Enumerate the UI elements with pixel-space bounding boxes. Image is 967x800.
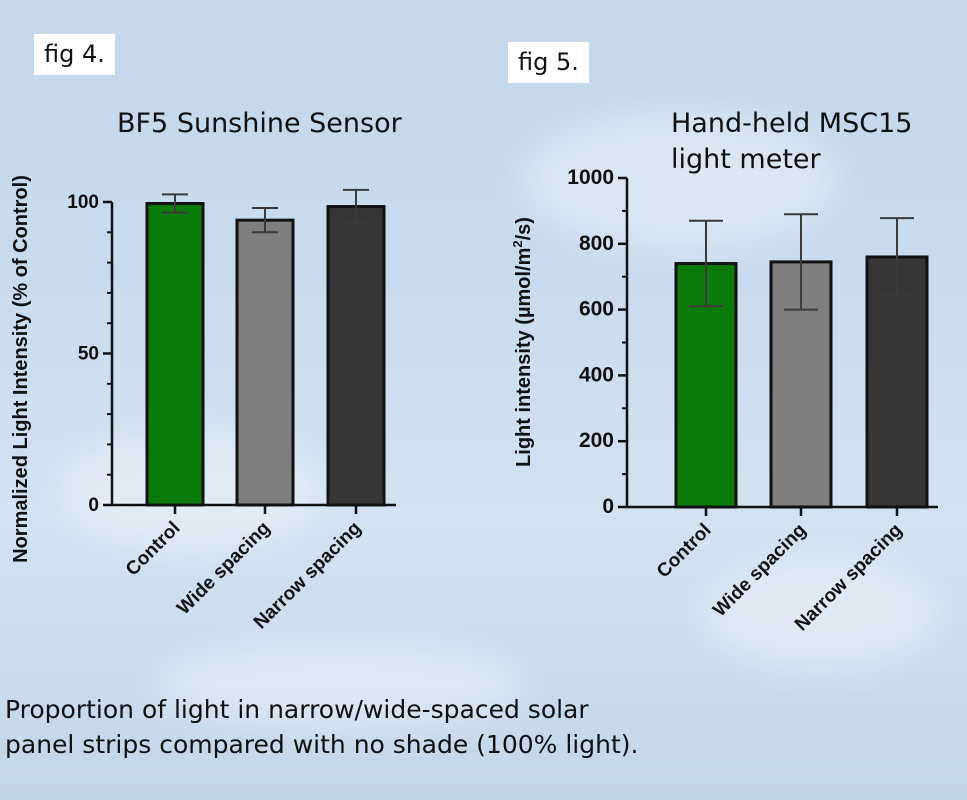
cloud-decoration [700, 560, 940, 670]
caption-line2: panel strips compared with no shade (100… [5, 730, 639, 759]
c2-y-tick-label: 400 [579, 363, 614, 386]
chart2-title: Hand-held MSC15 light meter [671, 106, 912, 179]
c1-y-tick-label: 100 [67, 192, 99, 213]
c2-category-label: Wide spacing [709, 520, 810, 621]
chart1-y-axis-label: Normalized Light Intensity (% of Control… [10, 175, 32, 563]
chart2-title-line2: light meter [671, 144, 821, 176]
c2-y-tick-label: 1000 [567, 166, 614, 189]
chart2-y-axis-label-sup: 2 [510, 240, 525, 247]
c2-bar-control [674, 262, 738, 509]
fig4-label: fig 4. [34, 34, 115, 75]
c2-bar-narrow-spacing [865, 255, 929, 509]
chart2-y-axis-label: Light intensity (µmol/m2/s) [510, 217, 535, 467]
c1-bar-narrow-spacing [326, 205, 386, 507]
chart2-y-axis-label-main: Light intensity (µmol/m [513, 248, 535, 467]
c1-bar-wide-spacing [235, 218, 295, 507]
c2-y-tick-label: 600 [579, 298, 614, 321]
chart2-y-axis-label-tail: /s) [513, 217, 535, 240]
c2-category-label: Control [653, 520, 716, 583]
cloud-decoration [520, 110, 840, 250]
fig5-label: fig 5. [508, 42, 589, 83]
chart2-title-line1: Hand-held MSC15 [671, 108, 913, 139]
cloud-decoration [150, 640, 530, 730]
c2-y-tick-label: 200 [579, 429, 614, 452]
c1-y-tick-label: 50 [78, 344, 99, 365]
c1-y-tick-label: 0 [88, 495, 99, 516]
caption-line1: Proportion of light in narrow/wide-space… [5, 695, 589, 724]
chart1-title: BF5 Sunshine Sensor [117, 108, 402, 139]
caption: Proportion of light in narrow/wide-space… [5, 692, 955, 762]
c2-category-label: Narrow spacing [791, 520, 907, 636]
c2-y-tick-label: 0 [602, 495, 614, 518]
c2-y-tick-label: 800 [579, 232, 614, 255]
